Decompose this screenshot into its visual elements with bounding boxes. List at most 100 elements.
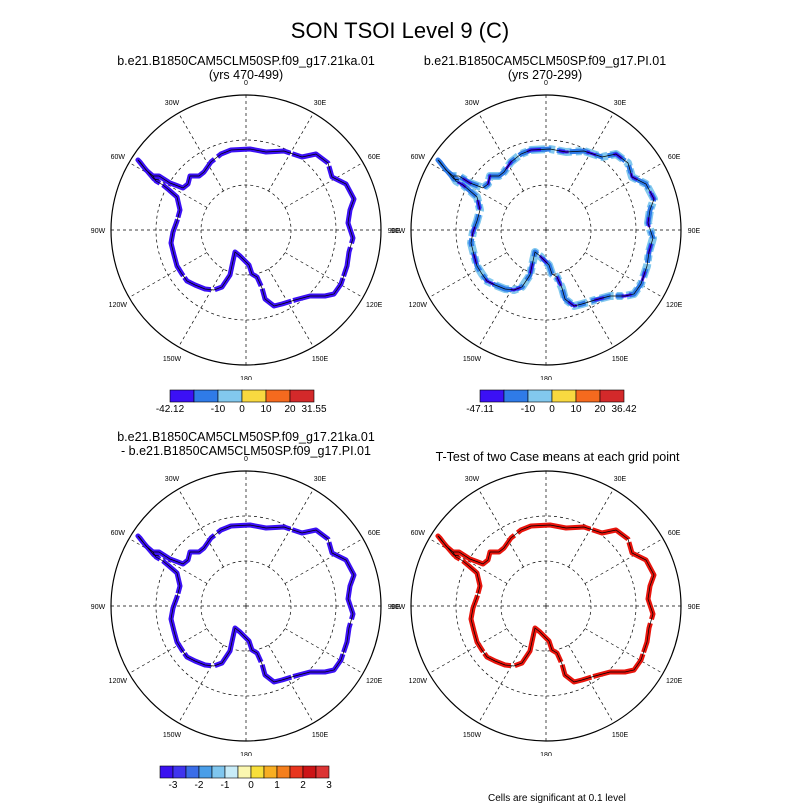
anomaly-band-purple (451, 147, 656, 308)
longitude-label: 60W (411, 530, 426, 537)
colorbar-swatch (551, 389, 577, 403)
longitude-label: 150E (312, 356, 329, 363)
colorbar-swatch (479, 389, 505, 403)
longitude-label: 150W (463, 356, 482, 363)
coastline (152, 524, 355, 683)
anomaly-band-light (449, 145, 658, 310)
longitude-gridline (284, 162, 364, 208)
longitude-label: 120E (366, 678, 383, 685)
colorbar-tick-label: 36.42 (611, 404, 636, 415)
longitude-label: 180 (240, 752, 252, 756)
colorbar-swatch (503, 389, 529, 403)
longitude-label: 90W (391, 604, 406, 611)
longitude-gridline (428, 252, 508, 298)
colorbar-swatch (241, 389, 267, 403)
longitude-label: 90W (391, 228, 406, 235)
panel3-colorbar: -3 -2 -1 0 1 2 3 (159, 765, 332, 791)
colorbar-tick-label: -2 (195, 780, 204, 791)
colorbar-swatch (198, 765, 213, 779)
panel1-title-line2: (yrs 470-499) (208, 68, 284, 82)
colorbar-tick-label: 20 (594, 404, 606, 415)
longitude-label: 0 (544, 80, 548, 87)
panel2-map: 0 30E 60E 90E 120E 150E 180 150W 120W 90W 60W 30W (391, 80, 701, 380)
longitude-label: 90E (388, 228, 401, 235)
longitude-label: 120E (366, 302, 383, 309)
longitude-gridline (284, 628, 364, 674)
longitude-gridline (128, 628, 208, 674)
colorbar-swatch (276, 765, 291, 779)
longitude-label: 120W (109, 302, 128, 309)
longitude-gridline (568, 268, 614, 348)
panel1-title: b.e21.B1850CAM5CLM50SP.f09_g17.21ka.01 (… (96, 54, 396, 82)
longitude-gridline (478, 488, 524, 568)
colorbar-tick-label: 1 (274, 780, 280, 791)
colorbar-swatch (172, 765, 187, 779)
longitude-label: 180 (240, 376, 252, 380)
colorbar-tick-label: 20 (284, 404, 296, 415)
colorbar-tick-label: -47.11 (466, 404, 494, 415)
panel4-map: 0 30E 60E 90E 120E 150E 180 150W 120W 90W 60W 30W (391, 456, 701, 756)
longitude-label: 150E (612, 732, 629, 739)
panel3-title-line1: b.e21.B1850CAM5CLM50SP.f09_g17.21ka.01 (117, 430, 375, 444)
colorbar-swatch (599, 389, 625, 403)
longitude-label: 30E (314, 100, 327, 107)
colorbar-swatch (185, 765, 200, 779)
colorbar-swatch (302, 765, 317, 779)
peninsula-coastline (137, 535, 160, 557)
colorbar-tick-label: 0 (239, 404, 245, 415)
colorbar-swatch (169, 389, 195, 403)
longitude-gridline (128, 538, 208, 584)
longitude-label: 60E (668, 530, 681, 537)
longitude-gridline (284, 252, 364, 298)
longitude-gridline (128, 252, 208, 298)
panel1-title-line1: b.e21.B1850CAM5CLM50SP.f09_g17.21ka.01 (117, 54, 375, 68)
colorbar-swatch (289, 765, 304, 779)
longitude-label: 120W (409, 678, 428, 685)
longitude-label: 150E (612, 356, 629, 363)
panel3-title-line2: - b.e21.B1850CAM5CLM50SP.f09_g17.PI.01 (121, 444, 371, 458)
colorbar-swatch (211, 765, 226, 779)
coastline (452, 148, 655, 307)
colorbar-swatch (263, 765, 278, 779)
longitude-label: 120E (666, 302, 683, 309)
colorbar-tick-label: 10 (570, 404, 582, 415)
longitude-label: 90W (91, 228, 106, 235)
coastline (152, 148, 355, 307)
longitude-label: 120W (109, 678, 128, 685)
panel2-title-line2: (yrs 270-299) (507, 68, 583, 82)
colorbar-swatch (250, 765, 265, 779)
longitude-label: 0 (244, 80, 248, 87)
colorbar-tick-label: -1 (221, 780, 230, 791)
colorbar-tick-label: -3 (169, 780, 178, 791)
longitude-label: 150E (312, 732, 329, 739)
anomaly-band (150, 522, 357, 685)
longitude-gridline (428, 538, 508, 584)
colorbar-tick-label: 3 (326, 780, 332, 791)
colorbar-tick-label: 0 (549, 404, 555, 415)
longitude-label: 30W (165, 476, 180, 483)
colorbar-swatch (224, 765, 239, 779)
colorbar-swatch (217, 389, 243, 403)
panel4-title: T-Test of two Case means at each grid po… (395, 450, 720, 464)
anomaly-band (450, 522, 657, 685)
anomaly-band-blue (450, 146, 657, 309)
longitude-label: 90W (91, 604, 106, 611)
peninsula-coastline (437, 159, 460, 181)
longitude-gridline (268, 268, 314, 348)
colorbar-tick-label: 31.55 (301, 404, 326, 415)
longitude-label: 180 (540, 376, 552, 380)
panel2-title: b.e21.B1850CAM5CLM50SP.f09_g17.PI.01 (yr… (395, 54, 695, 82)
panel2-colorbar: -47.11 -10 0 10 20 36.42 (466, 389, 637, 415)
panel2-title-line1: b.e21.B1850CAM5CLM50SP.f09_g17.PI.01 (423, 54, 667, 68)
longitude-label: 60E (368, 530, 381, 537)
longitude-label: 0 (244, 456, 248, 463)
colorbar-swatch (193, 389, 219, 403)
panel3-map: 0 30E 60E 90E 120E 150E 180 150W 120W 90W 60W 30W (91, 456, 401, 756)
panel3-title: b.e21.B1850CAM5CLM50SP.f09_g17.21ka.01 -… (96, 430, 396, 458)
anomaly-band (150, 146, 357, 309)
figure-title: SON TSOI Level 9 (C) (290, 18, 510, 43)
longitude-label: 30E (614, 476, 627, 483)
longitude-gridline (284, 538, 364, 584)
longitude-label: 30W (165, 100, 180, 107)
colorbar-swatch (237, 765, 252, 779)
